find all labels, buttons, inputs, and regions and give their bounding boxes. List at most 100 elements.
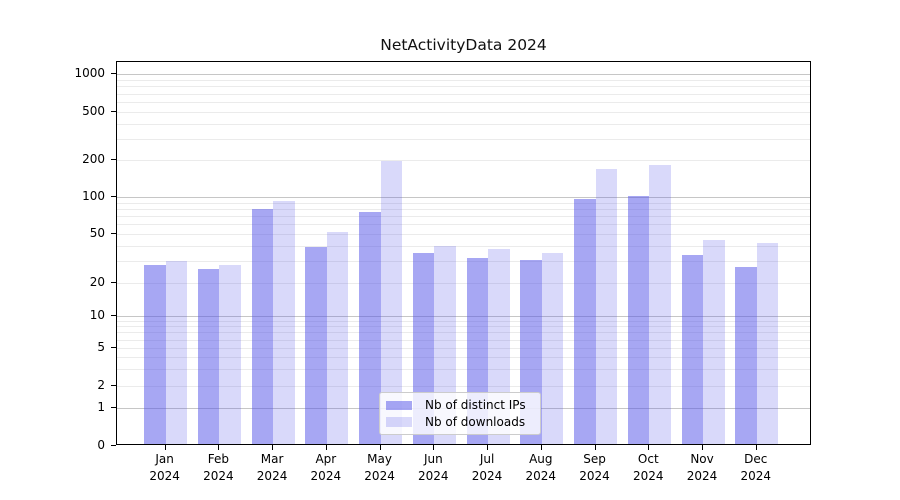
y-tick-label: 100 [82,189,105,203]
x-tick-label: Feb 2024 [188,451,248,484]
y-tick-mark [111,385,116,386]
x-tick-mark [325,445,327,450]
minor-gridline [117,102,810,103]
bar-downloads [380,160,403,444]
x-tick-mark [433,445,435,450]
bar-downloads [273,200,295,444]
x-tick-mark [648,445,650,450]
x-tick-mark [379,445,381,450]
x-tick-label: May 2024 [350,451,410,484]
x-tick-label: Jul 2024 [457,451,517,484]
bar-distinct-ips [305,247,327,444]
minor-gridline [117,138,810,140]
x-tick-label-line: 2024 [471,468,503,483]
bar-downloads [595,168,618,444]
y-tick-mark [111,407,116,408]
x-tick-label: Jun 2024 [403,451,463,484]
minor-gridline [117,112,810,113]
x-tick-label-line: 2024 [310,468,342,483]
x-tick-label-line: 2024 [579,468,610,483]
x-tick-label-line: 2024 [149,468,180,483]
y-tick-label: 200 [82,152,105,166]
y-tick-label: 0 [97,438,105,452]
bar-downloads [541,253,564,444]
minor-gridline [117,202,810,204]
x-tick-label-line: 2024 [203,468,234,483]
y-tick-mark [111,159,116,160]
bar-distinct-ips [144,265,166,444]
y-tick-mark [111,111,116,112]
y-tick-mark [111,73,116,74]
minor-gridline [117,208,810,210]
x-tick-label-line: Jul [479,452,495,466]
minor-gridline [117,320,810,322]
x-tick-label-line: 2024 [256,468,288,483]
legend-label: Nb of downloads [425,414,526,429]
x-tick-mark [594,445,596,450]
y-tick-label: 2 [97,378,105,392]
bar-downloads [165,261,188,444]
y-tick-label: 1000 [74,66,105,80]
minor-gridline [117,283,810,284]
x-tick-mark [487,445,489,450]
x-tick-label: Jan 2024 [135,451,195,484]
legend-swatch-distinct-ips [386,400,412,410]
chart-title: NetActivityData 2024 [380,36,547,54]
legend-label: Nb of distinct IPs [425,398,526,413]
x-tick-label-line: 2024 [418,468,449,483]
y-tick-label: 10 [89,308,105,322]
x-tick-label: Apr 2024 [296,451,356,484]
minor-gridline [117,245,810,247]
bar-distinct-ips [627,195,650,444]
minor-gridline [117,339,810,341]
major-gridline [117,197,810,198]
legend-item-downloads: Nb of downloads [386,414,532,431]
major-gridline [117,74,810,75]
y-tick-mark [111,347,116,348]
y-tick-mark [111,233,116,234]
x-tick-mark [755,445,757,450]
minor-gridline [117,326,810,328]
x-tick-mark [272,445,274,450]
bar-downloads [756,243,779,444]
bar-downloads [703,239,725,444]
x-tick-mark [218,445,220,450]
x-tick-label-line: 2024 [525,468,557,483]
y-tick-label: 500 [82,104,105,118]
y-tick-mark [111,445,116,446]
x-tick-label-line: 2024 [740,468,772,483]
bar-distinct-ips [574,199,596,444]
y-tick-label: 50 [89,226,105,240]
x-tick-label-line: May [367,452,392,466]
legend-swatch-downloads [386,417,412,427]
legend: Nb of distinct IPs Nb of downloads [379,392,541,435]
bar-downloads [219,265,241,444]
minor-gridline [117,123,810,125]
x-tick-label-line: 2024 [364,468,395,483]
x-tick-mark [702,445,704,450]
minor-gridline [117,369,810,371]
minor-gridline [117,216,810,218]
x-tick-label-line: 2024 [686,468,718,483]
bar-distinct-ips [197,269,220,444]
bar-downloads [649,165,671,444]
x-tick-mark [164,445,166,450]
x-tick-label-line: Jun [423,452,443,466]
x-tick-label: Sep 2024 [565,451,625,484]
x-tick-label: Aug 2024 [511,451,571,484]
minor-gridline [117,160,810,161]
bar-distinct-ips [359,212,381,444]
minor-gridline [117,357,810,359]
minor-gridline [117,261,810,263]
x-tick-label-line: 2024 [633,468,664,483]
x-tick-label-line: Oct [637,452,659,466]
x-tick-label-line: Apr [315,452,337,466]
legend-item-distinct-ips: Nb of distinct IPs [386,397,532,414]
y-tick-label: 5 [97,340,105,354]
bar-distinct-ips [251,208,274,444]
bar-distinct-ips [735,267,757,444]
x-tick-label-line: Aug [529,452,553,466]
minor-gridline [117,93,810,95]
x-tick-label-line: Jan [155,452,174,466]
